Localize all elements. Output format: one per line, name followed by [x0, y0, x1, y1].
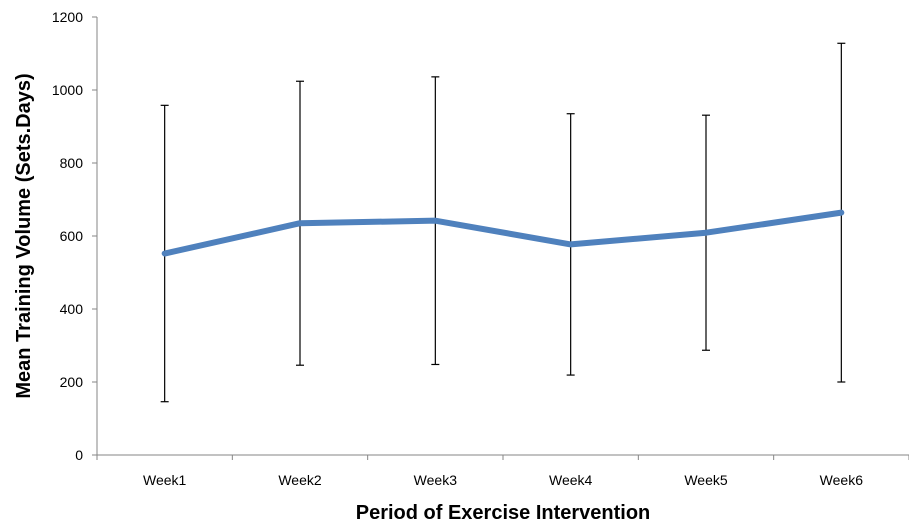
- y-tick-label: 800: [60, 155, 84, 171]
- x-tick-label: Week3: [414, 472, 458, 488]
- x-axis-title: Period of Exercise Intervention: [356, 502, 651, 524]
- x-tick-label: Week5: [684, 472, 728, 488]
- y-tick-label: 1200: [52, 9, 83, 25]
- axes: [92, 16, 909, 460]
- series-line: [161, 209, 845, 257]
- y-tick-label: 0: [75, 447, 83, 463]
- x-tick-label: Week6: [820, 472, 864, 488]
- error-bars: [160, 42, 846, 403]
- series-layer: [161, 209, 845, 257]
- y-axis-title: Mean Training Volume (Sets.Days): [13, 73, 35, 398]
- y-tick-label: 600: [60, 228, 84, 244]
- x-tick-label: Week1: [143, 472, 187, 488]
- x-tick-label: Week4: [549, 472, 593, 488]
- y-tick-labels: 0 200 400 600 800 1000 1200: [52, 9, 83, 463]
- y-tick-label: 1000: [52, 82, 83, 98]
- y-tick-label: 200: [60, 374, 84, 390]
- x-tick-labels: Week1 Week2 Week3 Week4 Week5 Week6: [143, 472, 863, 488]
- x-tick-label: Week2: [278, 472, 322, 488]
- y-tick-label: 400: [60, 301, 84, 317]
